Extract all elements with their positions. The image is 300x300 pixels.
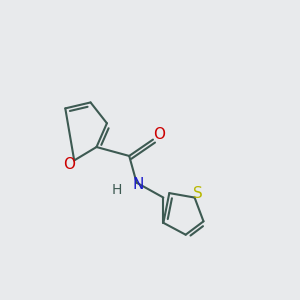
Text: H: H (112, 183, 122, 197)
Text: O: O (153, 127, 165, 142)
Text: S: S (193, 187, 202, 202)
Text: N: N (132, 177, 144, 192)
Text: O: O (63, 158, 75, 172)
